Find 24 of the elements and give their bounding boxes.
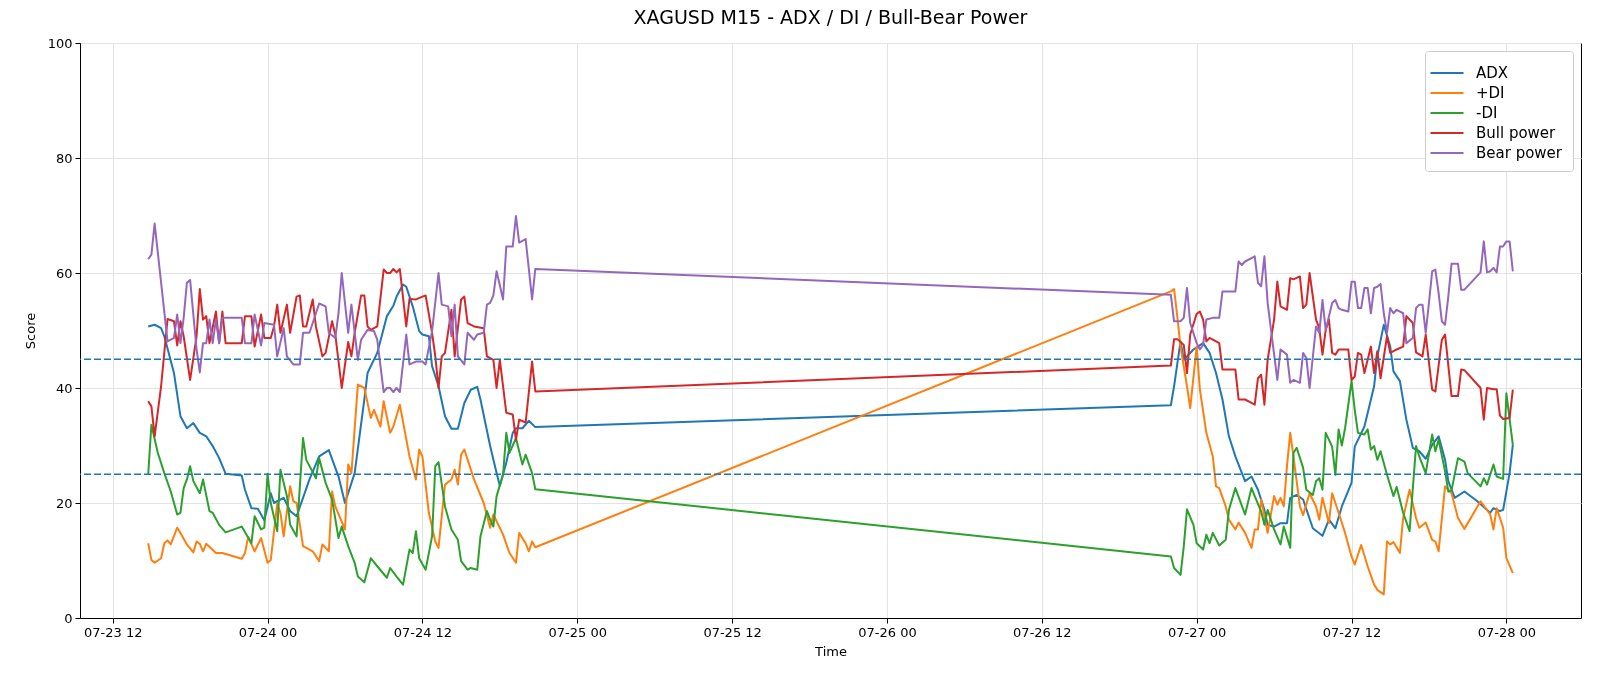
x-tick-label: 07-26 12 — [1013, 624, 1072, 640]
y-tick-label: 100 — [47, 35, 73, 51]
legend-label: +DI — [1476, 84, 1505, 102]
x-tick-label: 07-25 12 — [703, 624, 762, 640]
y-tick-label: 80 — [55, 150, 73, 166]
y-tick-label: 40 — [55, 380, 73, 396]
legend-label: ADX — [1476, 64, 1509, 82]
legend-label: Bull power — [1476, 124, 1557, 142]
chart-title: XAGUSD M15 - ADX / DI / Bull-Bear Power — [633, 6, 1028, 28]
y-tick-label: 20 — [55, 495, 73, 511]
x-tick-label: 07-27 12 — [1322, 624, 1382, 640]
legend-label: -DI — [1476, 104, 1498, 122]
y-tick-label: 60 — [55, 265, 73, 281]
x-axis-title: Time — [814, 643, 847, 659]
x-tick-label: 07-28 00 — [1477, 624, 1537, 640]
x-tick-label: 07-25 00 — [548, 624, 607, 640]
x-tick-label: 07-24 00 — [238, 624, 298, 640]
x-tick-label: 07-23 12 — [83, 624, 143, 640]
y-tick-label: 0 — [64, 610, 73, 626]
legend-label: Bear power — [1476, 144, 1563, 162]
x-tick-label: 07-24 12 — [393, 624, 453, 640]
x-tick-label: 07-27 00 — [1167, 624, 1227, 640]
x-tick-label: 07-26 00 — [858, 624, 917, 640]
y-axis-title: Score — [22, 312, 38, 350]
